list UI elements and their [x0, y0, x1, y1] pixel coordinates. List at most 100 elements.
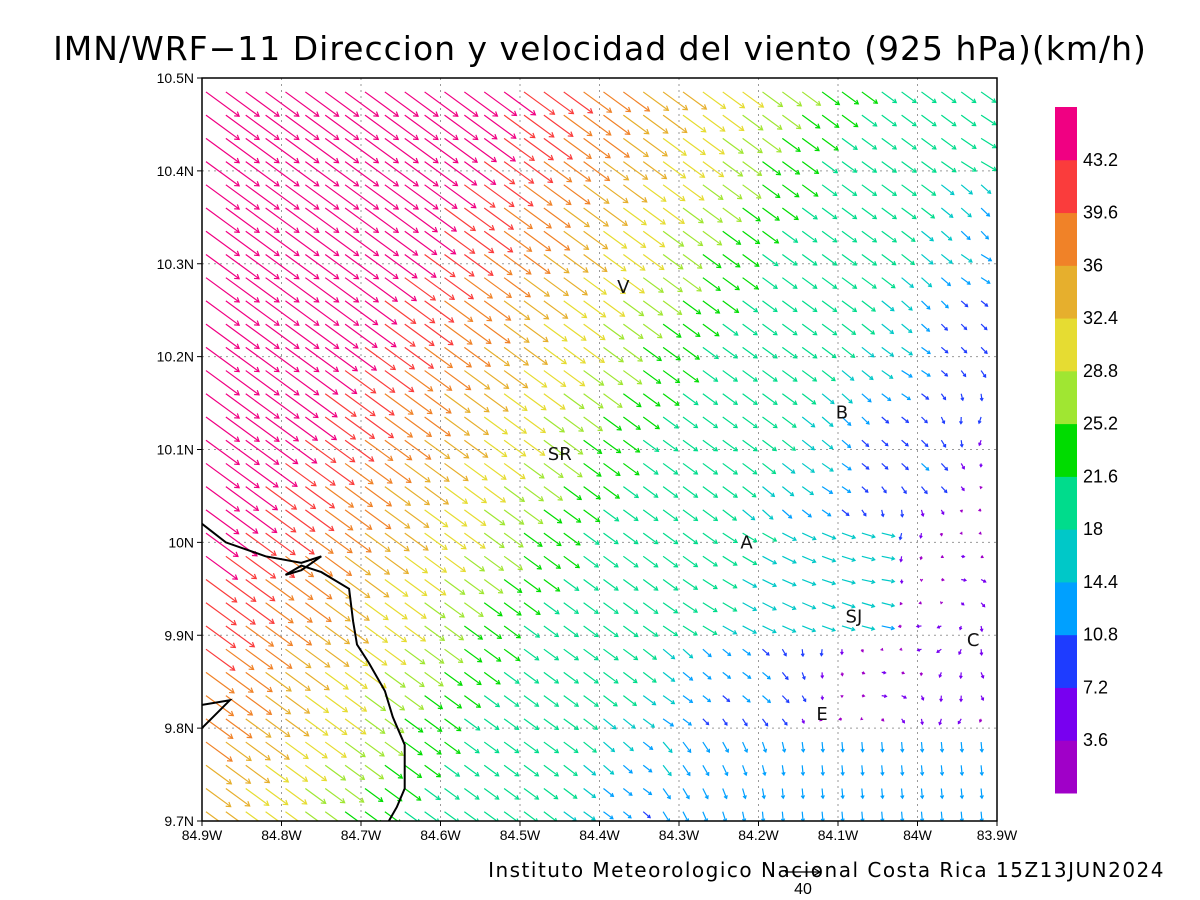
wind-vector [901, 184, 917, 197]
wind-vector [682, 532, 699, 545]
wind-vector [265, 811, 280, 821]
wind-vector [899, 602, 903, 606]
wind-vector [957, 718, 962, 725]
wind-vector [603, 788, 615, 798]
wind-vector [523, 579, 542, 593]
wind-vector [840, 765, 845, 777]
wind-vector [642, 811, 651, 819]
wind-vector [364, 253, 399, 280]
colorbar-swatch [1055, 212, 1077, 266]
wind-vector [841, 207, 858, 220]
wind-vector [285, 161, 320, 187]
wind-vector [920, 695, 925, 701]
wind-vector [205, 323, 241, 350]
wind-vector [921, 416, 928, 424]
wind-vector [523, 648, 540, 661]
wind-vector [563, 764, 578, 777]
wind-vector [543, 253, 570, 274]
wind-vector [444, 184, 477, 209]
wind-vector [603, 323, 625, 340]
wind-vector [861, 300, 876, 312]
wind-vector [915, 624, 922, 629]
wind-vector [583, 602, 599, 614]
wind-vector [761, 811, 766, 821]
wind-vector [662, 137, 687, 156]
wind-vector [543, 462, 564, 478]
wind-vector [821, 346, 837, 359]
wind-vector [781, 509, 793, 519]
wind-vector [722, 323, 739, 336]
wind-vector [940, 439, 947, 448]
wind-vector [324, 416, 357, 440]
wind-vector [424, 462, 450, 482]
wind-vector [821, 555, 837, 563]
wind-vector [503, 184, 534, 207]
wind-vector [245, 579, 276, 602]
wind-vector [800, 765, 806, 777]
wind-vector [860, 765, 865, 777]
wind-vector [702, 323, 720, 337]
wind-vector [742, 602, 758, 612]
wind-vector [364, 625, 389, 643]
wind-vector [642, 114, 669, 134]
wind-vector [404, 625, 427, 642]
wind-vector [959, 416, 963, 425]
wind-vector [939, 765, 945, 777]
place-labels: V SR B A SJ C E [548, 277, 980, 725]
wind-vector [245, 764, 271, 784]
wind-vector [463, 764, 480, 777]
wind-vector [543, 486, 564, 501]
wind-vector [901, 346, 914, 356]
wind-vector [483, 625, 503, 640]
wind-vector [682, 230, 704, 247]
wind-vector [960, 277, 971, 285]
wind-vector [622, 486, 640, 499]
wind-vector [424, 764, 442, 778]
wind-vector [682, 300, 702, 315]
wind-vector [860, 717, 864, 721]
wind-vector [861, 114, 878, 127]
wind-vector [841, 462, 852, 471]
wind-vector [901, 230, 916, 242]
wind-vector [384, 671, 406, 688]
wind-vector [285, 695, 311, 714]
wind-vector [543, 323, 568, 342]
wind-vector [304, 161, 340, 187]
wind-vector [921, 277, 933, 288]
wind-vector [801, 695, 807, 703]
wind-vector [245, 300, 280, 326]
wind-vector [662, 230, 685, 247]
wind-vector [702, 579, 718, 590]
wind-vector [304, 416, 338, 441]
wind-vector [324, 114, 360, 141]
wind-vector [404, 137, 439, 164]
wind-vector [265, 137, 300, 164]
wind-vector [881, 532, 896, 538]
wind-vector [642, 555, 659, 568]
wind-vector [304, 393, 338, 418]
wind-vector [682, 346, 700, 360]
wind-vector [881, 323, 895, 335]
wind-vector [563, 555, 581, 569]
wind-vector [980, 672, 985, 679]
wind-vector [742, 671, 752, 679]
wind-vector [563, 579, 580, 592]
wind-vector [940, 509, 945, 516]
wind-vector [384, 161, 419, 187]
wind-vector [980, 184, 992, 195]
wind-vector [841, 393, 853, 404]
wind-vector [225, 91, 260, 117]
wind-vector [265, 671, 292, 692]
wind-vector [901, 323, 913, 334]
wind-vector [702, 370, 719, 382]
wind-vector [622, 602, 639, 614]
wind-vector [841, 509, 850, 517]
wind-vector [304, 346, 340, 373]
wind-vector [483, 416, 509, 435]
wind-vector [563, 602, 580, 614]
wind-vector [523, 788, 540, 800]
wind-vector [265, 230, 300, 257]
wind-vector [722, 788, 728, 800]
colorbar-label: 7.2 [1083, 677, 1108, 697]
wind-vector [603, 346, 625, 363]
